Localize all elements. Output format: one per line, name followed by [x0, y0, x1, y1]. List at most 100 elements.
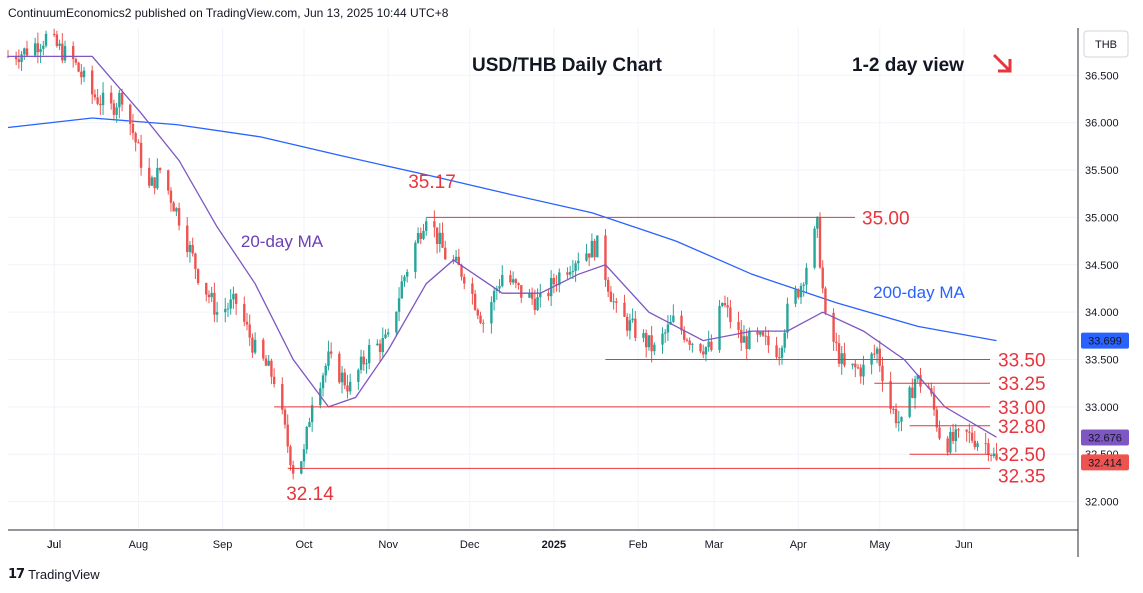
candle-body — [691, 343, 694, 345]
candle-body — [248, 324, 251, 338]
price-badge — [1081, 332, 1129, 349]
candle-body — [935, 409, 938, 428]
candle-body — [207, 294, 211, 298]
candle-body — [875, 348, 879, 354]
candle-body — [794, 289, 797, 304]
ma200-label: 200-day MA — [873, 283, 965, 302]
candle-body — [188, 244, 192, 253]
candle-body — [253, 339, 257, 353]
candle-body — [593, 240, 596, 258]
candle-body — [463, 276, 466, 284]
candle-body — [718, 305, 721, 351]
candle-body — [672, 315, 675, 322]
candle-body — [327, 351, 330, 366]
tradingview-logo[interactable]: 17 TradingView — [8, 567, 100, 582]
candle-body — [340, 372, 344, 383]
candle-body — [987, 443, 990, 456]
candle-body — [63, 46, 67, 61]
candle-body — [406, 271, 409, 277]
candle-body — [851, 363, 854, 366]
x-tick-label: Jul — [47, 539, 61, 551]
candle-body — [908, 387, 911, 417]
candle-body — [528, 292, 531, 298]
candle-body — [400, 281, 403, 299]
candle-body — [42, 45, 45, 49]
candle-body — [973, 440, 977, 448]
y-tick-label: 36.000 — [1085, 118, 1119, 130]
candle-body — [441, 232, 444, 248]
candle-body — [77, 62, 80, 72]
high-label: 35.17 — [408, 172, 456, 193]
candle-body — [946, 438, 949, 453]
candle-body — [951, 432, 955, 442]
candle-body — [378, 343, 382, 353]
candle-body — [644, 333, 648, 348]
x-tick-label: Feb — [629, 539, 648, 551]
candle-body — [642, 333, 645, 338]
candle-body — [367, 344, 371, 364]
candle-body — [612, 301, 615, 303]
candle-body — [976, 443, 979, 448]
candle-body — [338, 353, 341, 383]
candle-body — [416, 233, 420, 243]
candle-body — [824, 288, 827, 313]
candle-body — [805, 267, 808, 285]
candle-body — [585, 253, 588, 261]
candle-body — [387, 332, 390, 335]
currency-button[interactable]: THB — [1083, 30, 1129, 58]
candle-body — [919, 375, 922, 387]
x-tick-label: Jun — [955, 539, 973, 551]
candle-body — [517, 283, 520, 286]
candle-body — [272, 376, 276, 385]
candle-body — [175, 208, 178, 212]
candle-body — [745, 336, 748, 349]
level-label: 33.25 — [998, 374, 1046, 395]
level-label: 32.80 — [998, 417, 1046, 438]
y-tick-label: 35.000 — [1085, 212, 1119, 224]
axes-layer: 32.00032.50033.00033.50034.00034.50035.0… — [8, 28, 1129, 557]
candle-body — [897, 421, 900, 424]
candle-body — [856, 367, 860, 369]
candle-body — [615, 301, 618, 303]
candle-body — [894, 409, 898, 424]
y-tick-label: 36.500 — [1085, 70, 1119, 82]
candle-body — [329, 351, 333, 354]
level-label: 35.00 — [862, 208, 910, 229]
candle-body — [778, 357, 781, 359]
candle-body — [134, 133, 137, 143]
candle-body — [17, 59, 21, 63]
candle-body — [291, 465, 295, 474]
candles-layer — [6, 28, 998, 480]
candle-body — [90, 70, 94, 95]
x-tick-label: Dec — [460, 539, 480, 551]
candle-body — [196, 269, 200, 283]
candle-body — [878, 348, 881, 366]
candle-body — [832, 312, 835, 342]
candle-body — [305, 426, 308, 450]
candle-body — [764, 335, 767, 337]
publisher-header: ContinuumEconomics2 published on Trading… — [8, 6, 449, 20]
candle-body — [112, 103, 116, 115]
candle-body — [818, 217, 822, 268]
candle-body — [229, 299, 232, 309]
candle-body — [243, 303, 246, 322]
candle-body — [957, 429, 960, 431]
y-tick-label: 33.500 — [1085, 355, 1119, 367]
candle-body — [365, 363, 368, 365]
candle-body — [726, 305, 729, 308]
candle-body — [205, 282, 208, 295]
candle-body — [262, 339, 265, 359]
candle-body — [226, 308, 230, 310]
candle-body — [191, 244, 194, 254]
candle-body — [821, 267, 824, 289]
candle-body — [120, 92, 124, 105]
candle-body — [82, 70, 86, 78]
x-tick-label: Mar — [705, 539, 724, 551]
candle-body — [748, 330, 751, 349]
candle-body — [984, 443, 987, 445]
candle-body — [813, 228, 816, 268]
candle-body — [71, 46, 75, 60]
candle-body — [932, 393, 936, 410]
candle-body — [169, 190, 173, 203]
